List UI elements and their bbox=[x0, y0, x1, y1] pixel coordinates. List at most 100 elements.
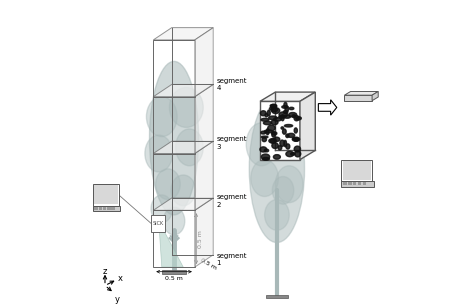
Polygon shape bbox=[195, 84, 213, 154]
Polygon shape bbox=[260, 101, 300, 160]
Ellipse shape bbox=[286, 134, 289, 138]
Ellipse shape bbox=[260, 147, 267, 152]
Bar bbox=[353, 182, 356, 185]
Ellipse shape bbox=[249, 95, 304, 243]
Ellipse shape bbox=[171, 175, 196, 206]
Ellipse shape bbox=[272, 132, 277, 135]
Polygon shape bbox=[260, 92, 315, 101]
Text: 0.5 m: 0.5 m bbox=[165, 276, 183, 281]
Polygon shape bbox=[195, 141, 213, 210]
Ellipse shape bbox=[294, 138, 299, 141]
Ellipse shape bbox=[261, 154, 270, 160]
Ellipse shape bbox=[272, 108, 280, 114]
Bar bbox=[94, 185, 118, 204]
Ellipse shape bbox=[151, 195, 173, 223]
Bar bbox=[343, 182, 346, 185]
Ellipse shape bbox=[294, 128, 297, 133]
Ellipse shape bbox=[285, 106, 289, 112]
Polygon shape bbox=[154, 28, 213, 40]
Ellipse shape bbox=[270, 104, 277, 107]
Ellipse shape bbox=[170, 87, 203, 127]
Ellipse shape bbox=[273, 118, 281, 121]
Bar bbox=[363, 182, 366, 185]
Bar bbox=[358, 182, 361, 185]
Ellipse shape bbox=[264, 200, 289, 230]
Ellipse shape bbox=[261, 136, 268, 138]
Ellipse shape bbox=[266, 129, 269, 135]
Bar bbox=[93, 184, 119, 206]
Ellipse shape bbox=[294, 115, 299, 121]
Ellipse shape bbox=[282, 106, 288, 108]
Ellipse shape bbox=[286, 144, 290, 149]
Polygon shape bbox=[319, 100, 337, 115]
Ellipse shape bbox=[271, 108, 278, 112]
Bar bbox=[99, 207, 102, 210]
Ellipse shape bbox=[267, 110, 270, 116]
Ellipse shape bbox=[275, 166, 303, 203]
Bar bbox=[162, 270, 186, 274]
Ellipse shape bbox=[277, 114, 308, 157]
Text: segment
4: segment 4 bbox=[216, 78, 247, 91]
Ellipse shape bbox=[281, 115, 284, 121]
Text: SICK: SICK bbox=[152, 221, 164, 226]
Ellipse shape bbox=[284, 103, 287, 107]
Ellipse shape bbox=[295, 151, 301, 157]
Ellipse shape bbox=[271, 139, 275, 143]
Ellipse shape bbox=[246, 123, 277, 166]
Ellipse shape bbox=[271, 104, 277, 108]
Text: segment
2: segment 2 bbox=[216, 194, 247, 208]
Bar bbox=[103, 207, 106, 210]
Ellipse shape bbox=[271, 120, 278, 125]
Polygon shape bbox=[154, 198, 213, 210]
Ellipse shape bbox=[155, 169, 180, 200]
Bar bbox=[348, 182, 352, 185]
Ellipse shape bbox=[272, 177, 294, 204]
Bar bbox=[107, 207, 110, 210]
Ellipse shape bbox=[145, 135, 173, 172]
Ellipse shape bbox=[269, 107, 273, 110]
Bar bbox=[345, 95, 372, 101]
Ellipse shape bbox=[261, 131, 266, 134]
Ellipse shape bbox=[292, 137, 300, 141]
Ellipse shape bbox=[269, 139, 276, 143]
Bar bbox=[266, 295, 288, 298]
Polygon shape bbox=[195, 198, 213, 267]
Ellipse shape bbox=[265, 114, 268, 117]
Text: 0.5 m: 0.5 m bbox=[200, 257, 218, 271]
Bar bbox=[343, 161, 371, 180]
Ellipse shape bbox=[281, 127, 283, 129]
Ellipse shape bbox=[264, 121, 272, 125]
Bar bbox=[151, 215, 165, 232]
Ellipse shape bbox=[268, 125, 275, 131]
Polygon shape bbox=[154, 84, 213, 97]
Text: x: x bbox=[118, 274, 123, 283]
Text: segment
1: segment 1 bbox=[216, 253, 247, 266]
Ellipse shape bbox=[291, 153, 295, 155]
Ellipse shape bbox=[262, 138, 266, 142]
Ellipse shape bbox=[289, 107, 294, 110]
Ellipse shape bbox=[286, 151, 294, 157]
Ellipse shape bbox=[262, 157, 269, 160]
Ellipse shape bbox=[279, 112, 287, 117]
Ellipse shape bbox=[269, 116, 277, 120]
Ellipse shape bbox=[284, 140, 286, 147]
Ellipse shape bbox=[273, 137, 280, 142]
Bar bbox=[111, 207, 115, 210]
Bar bbox=[341, 181, 374, 187]
Text: z: z bbox=[103, 267, 107, 276]
Ellipse shape bbox=[283, 110, 288, 114]
Ellipse shape bbox=[264, 130, 273, 133]
Text: 0.5 m: 0.5 m bbox=[198, 230, 203, 248]
Polygon shape bbox=[345, 91, 378, 95]
Bar bbox=[341, 160, 372, 181]
Polygon shape bbox=[372, 91, 378, 101]
Polygon shape bbox=[195, 28, 213, 97]
Ellipse shape bbox=[289, 113, 297, 117]
Ellipse shape bbox=[292, 138, 297, 140]
Polygon shape bbox=[159, 221, 183, 267]
Ellipse shape bbox=[261, 118, 269, 121]
Ellipse shape bbox=[164, 207, 185, 235]
Ellipse shape bbox=[175, 129, 203, 166]
Ellipse shape bbox=[283, 129, 286, 134]
Ellipse shape bbox=[284, 125, 292, 127]
